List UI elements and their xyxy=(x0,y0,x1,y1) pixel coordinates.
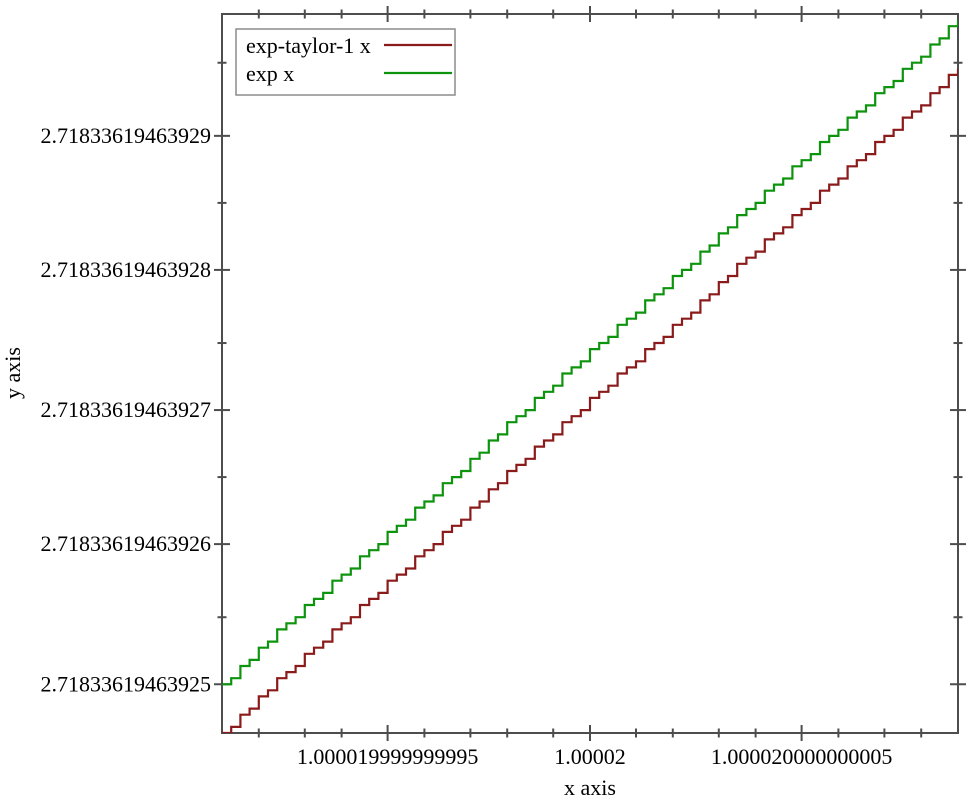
tick-label: 1.000019999999995 xyxy=(297,744,479,769)
legend-label-exp: exp x xyxy=(246,61,294,86)
tick-label: 2.71833619463928 xyxy=(41,257,212,282)
y-axis-label: y axis xyxy=(0,347,25,399)
legend-box xyxy=(235,28,456,96)
axis-ticks xyxy=(214,6,966,741)
tick-label: 1.00002 xyxy=(554,744,626,769)
series-line-exp xyxy=(222,20,958,686)
tick-label: 1.000020000000005 xyxy=(711,744,893,769)
tick-label: 2.71833619463925 xyxy=(41,671,212,696)
legend-label-exp-taylor-1: exp-taylor-1 x xyxy=(246,33,371,58)
tick-label: 2.71833619463929 xyxy=(41,123,212,148)
tick-label: 2.71833619463927 xyxy=(41,397,212,422)
legend: exp-taylor-1 x exp x xyxy=(235,28,456,96)
tick-label: 2.71833619463926 xyxy=(41,531,212,556)
axis-tick-labels: 1.000019999999995 1.00002 1.00002000000000… xyxy=(41,123,893,769)
series-line-exp-taylor-1 xyxy=(222,68,958,733)
x-axis-label: x axis xyxy=(564,775,616,800)
